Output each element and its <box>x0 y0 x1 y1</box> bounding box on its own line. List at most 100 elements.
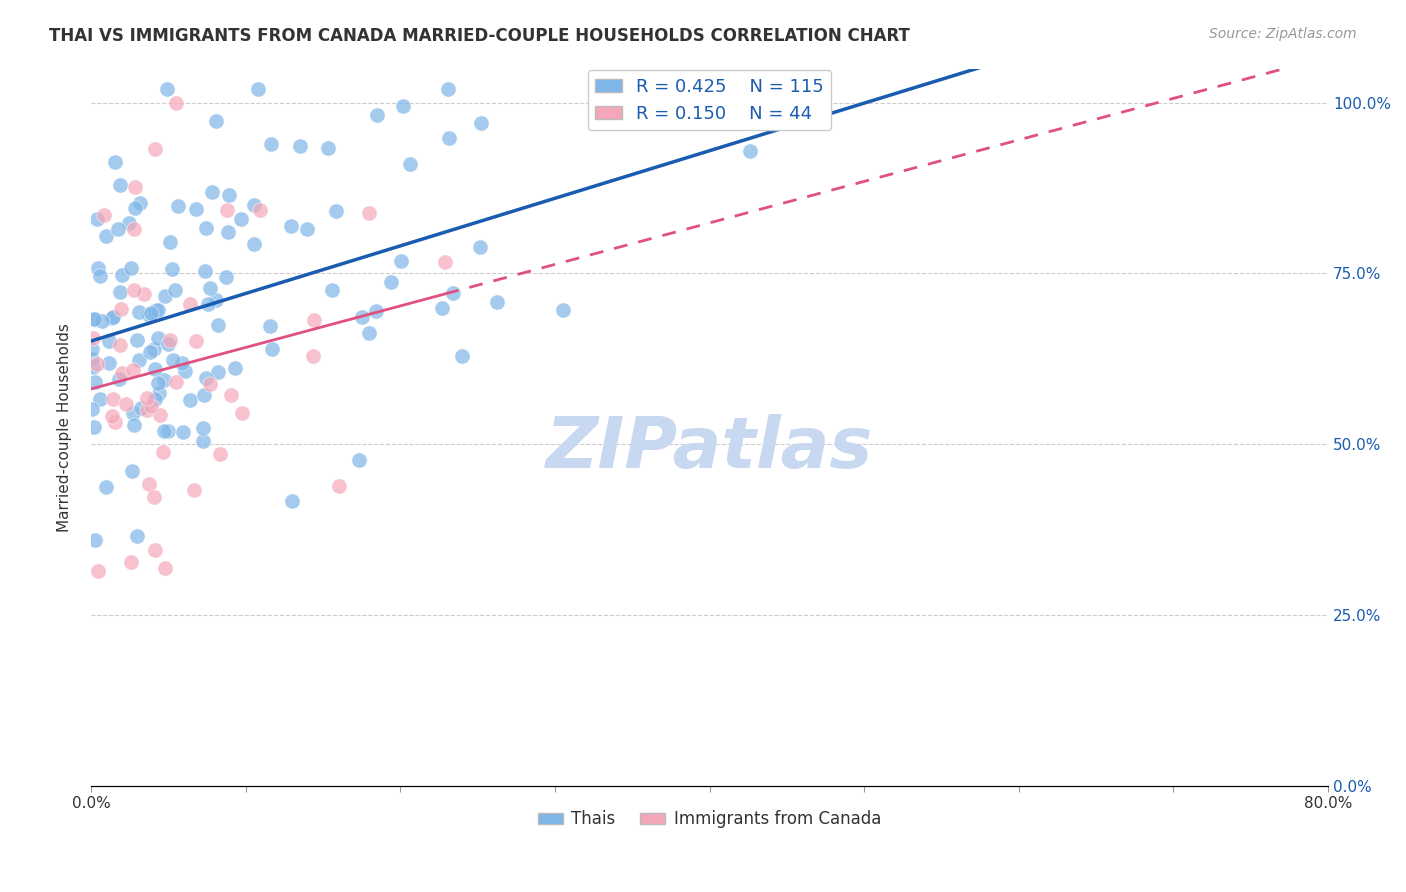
Point <box>122 406 145 420</box>
Point <box>149 408 172 422</box>
Point <box>122 363 145 377</box>
Point <box>142 490 165 504</box>
Point <box>468 240 491 254</box>
Point <box>108 178 131 192</box>
Point <box>179 392 201 407</box>
Point <box>174 364 197 378</box>
Point <box>281 494 304 508</box>
Point <box>110 302 132 317</box>
Point <box>124 201 146 215</box>
Point <box>193 388 215 402</box>
Point <box>738 145 761 159</box>
Point <box>152 444 174 458</box>
Point <box>138 308 160 322</box>
Point <box>157 337 180 351</box>
Point <box>215 269 238 284</box>
Point <box>159 333 181 347</box>
Point <box>280 219 302 233</box>
Point <box>243 237 266 252</box>
Point <box>143 342 166 356</box>
Point <box>243 198 266 212</box>
Point <box>134 286 156 301</box>
Point <box>94 228 117 243</box>
Point <box>352 310 374 325</box>
Point <box>221 388 243 402</box>
Point <box>167 199 190 213</box>
Point <box>186 334 208 349</box>
Point <box>93 208 115 222</box>
Point <box>153 373 176 387</box>
Point <box>217 225 239 239</box>
Point <box>121 464 143 478</box>
Point <box>162 353 184 368</box>
Point <box>172 425 194 440</box>
Point <box>328 478 350 492</box>
Point <box>392 99 415 113</box>
Point <box>399 157 422 171</box>
Point <box>101 409 124 423</box>
Point <box>359 206 381 220</box>
Point <box>347 452 370 467</box>
Point <box>159 235 181 249</box>
Point <box>194 263 217 277</box>
Point <box>224 361 246 376</box>
Point <box>98 356 121 370</box>
Point <box>359 326 381 341</box>
Point <box>107 222 129 236</box>
Point <box>89 392 111 407</box>
Point <box>153 289 176 303</box>
Point <box>183 483 205 497</box>
Point <box>100 311 122 326</box>
Point <box>451 349 474 363</box>
Point <box>249 203 271 218</box>
Point <box>366 108 388 122</box>
Point <box>195 221 218 235</box>
Point <box>152 425 174 439</box>
Point <box>86 357 108 371</box>
Point <box>84 376 107 390</box>
Point <box>135 391 157 405</box>
Point <box>160 261 183 276</box>
Point <box>146 303 169 318</box>
Point <box>145 362 167 376</box>
Point <box>229 211 252 226</box>
Point <box>125 529 148 543</box>
Point <box>391 254 413 268</box>
Point <box>231 406 253 420</box>
Y-axis label: Married-couple Households: Married-couple Households <box>58 323 72 532</box>
Point <box>122 418 145 433</box>
Point <box>195 371 218 385</box>
Point <box>197 297 219 311</box>
Text: Source: ZipAtlas.com: Source: ZipAtlas.com <box>1209 27 1357 41</box>
Point <box>437 82 460 96</box>
Point <box>208 447 231 461</box>
Point <box>124 180 146 194</box>
Point <box>153 561 176 575</box>
Point <box>200 377 222 392</box>
Point <box>486 294 509 309</box>
Point <box>205 113 228 128</box>
Point <box>87 564 110 578</box>
Point <box>84 312 107 326</box>
Point <box>138 477 160 491</box>
Point <box>82 401 104 416</box>
Point <box>82 342 104 356</box>
Point <box>191 421 214 435</box>
Point <box>165 376 187 390</box>
Point <box>141 399 163 413</box>
Point <box>135 402 157 417</box>
Point <box>139 305 162 319</box>
Point <box>82 359 104 374</box>
Point <box>302 312 325 326</box>
Point <box>200 281 222 295</box>
Point <box>434 254 457 268</box>
Point <box>83 533 105 547</box>
Point <box>163 283 186 297</box>
Point <box>111 268 134 283</box>
Legend: Thais, Immigrants from Canada: Thais, Immigrants from Canada <box>531 804 887 835</box>
Point <box>218 187 240 202</box>
Point <box>104 415 127 429</box>
Point <box>165 95 187 110</box>
Point <box>295 222 318 236</box>
Point <box>90 314 112 328</box>
